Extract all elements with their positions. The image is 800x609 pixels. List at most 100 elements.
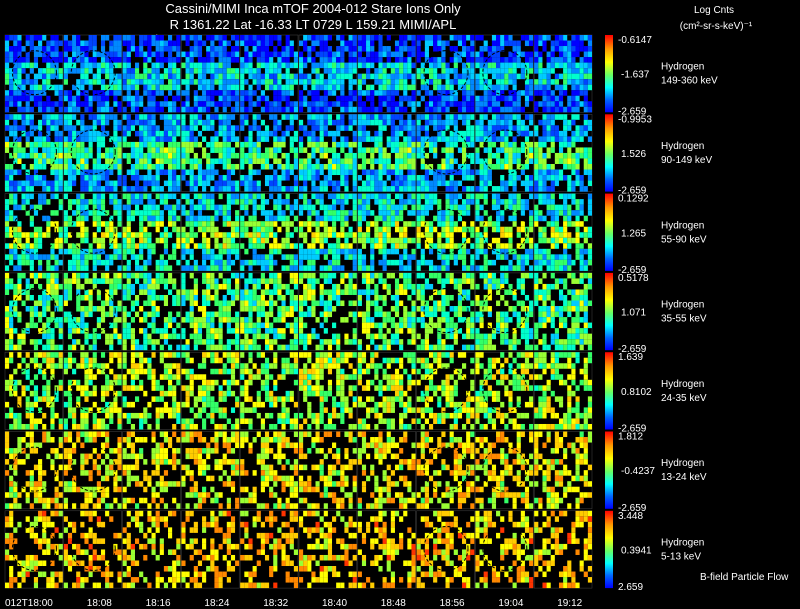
heatmap-cell xyxy=(58,141,63,148)
heatmap-cell xyxy=(457,51,463,58)
heatmap-cell xyxy=(323,248,328,255)
heatmap-cell xyxy=(538,79,543,85)
heatmap-cell xyxy=(17,344,22,351)
heatmap-cell xyxy=(483,57,488,63)
heatmap-cell xyxy=(88,294,93,301)
heatmap-cell xyxy=(366,210,371,216)
heatmap-cell xyxy=(378,180,383,187)
heatmap-cell xyxy=(193,186,198,192)
heatmap-cell xyxy=(226,95,231,102)
heatmap-cell xyxy=(80,328,85,334)
heatmap-cell xyxy=(370,51,375,58)
heatmap-cell xyxy=(163,40,169,47)
heatmap-cell xyxy=(25,35,30,41)
heatmap-cell xyxy=(281,130,286,137)
heatmap-cell xyxy=(542,175,547,181)
heatmap-cell xyxy=(273,84,278,91)
heatmap-cell xyxy=(470,186,475,192)
heatmap-cell xyxy=(479,119,484,126)
heatmap-cell xyxy=(50,147,55,153)
heatmap-cell xyxy=(512,68,517,74)
heatmap-cell xyxy=(126,57,131,63)
heatmap-cell xyxy=(307,73,312,80)
heatmap-cell xyxy=(453,186,458,192)
heatmap-cell xyxy=(449,237,454,244)
heatmap-cell xyxy=(46,125,51,131)
heatmap-cell xyxy=(25,51,30,58)
heatmap-cell xyxy=(487,119,492,126)
heatmap-cell xyxy=(307,90,312,96)
heatmap-cell xyxy=(483,163,488,170)
heatmap-cell xyxy=(441,57,446,63)
heatmap-cell xyxy=(496,210,501,216)
heatmap-cell xyxy=(370,106,375,113)
heatmap-cell xyxy=(130,272,135,279)
heatmap-cell xyxy=(550,180,555,187)
heatmap-cell xyxy=(273,79,278,85)
heatmap-cell xyxy=(520,237,525,244)
heatmap-cell xyxy=(5,169,10,176)
heatmap-cell xyxy=(311,125,316,131)
heatmap-cell xyxy=(571,199,576,205)
heatmap-cell xyxy=(29,68,34,74)
heatmap-cell xyxy=(483,95,488,102)
heatmap-cell xyxy=(5,278,10,284)
heatmap-cell xyxy=(344,46,349,52)
heatmap-cell xyxy=(307,130,312,137)
heatmap-cell xyxy=(84,254,89,260)
heatmap-cell xyxy=(76,322,81,329)
heatmap-cell xyxy=(475,226,480,233)
heatmap-cell xyxy=(33,254,39,260)
heatmap-cell xyxy=(336,51,341,58)
heatmap-cell xyxy=(76,163,81,170)
heatmap-cell xyxy=(109,344,114,351)
heatmap-cell xyxy=(311,237,316,244)
heatmap-cell xyxy=(457,226,463,233)
heatmap-cell xyxy=(147,300,152,307)
heatmap-cell xyxy=(399,62,404,69)
heatmap-cell xyxy=(332,259,337,266)
heatmap-cell xyxy=(466,265,471,271)
heatmap-cell xyxy=(299,210,304,216)
heatmap-cell xyxy=(206,226,211,233)
heatmap-cell xyxy=(42,152,47,159)
heatmap-cell xyxy=(534,101,539,107)
heatmap-cell xyxy=(134,51,140,58)
heatmap-cell xyxy=(151,84,156,91)
heatmap-cell xyxy=(235,95,240,102)
heatmap-cell xyxy=(281,136,286,142)
heatmap-cell xyxy=(366,62,371,69)
heatmap-cell xyxy=(17,265,22,271)
colorbar-min: -2.659 xyxy=(618,186,647,197)
heatmap-cell xyxy=(185,90,190,96)
heatmap-cell xyxy=(285,175,290,181)
heatmap-cell xyxy=(117,300,122,307)
heatmap-cell xyxy=(126,272,131,279)
heatmap-cell xyxy=(563,199,568,205)
heatmap-cell xyxy=(386,73,391,80)
heatmap-cell xyxy=(67,311,73,318)
heatmap-cell xyxy=(80,169,85,176)
heatmap-cell xyxy=(226,62,231,69)
heatmap-cell xyxy=(21,125,26,131)
heatmap-cell xyxy=(512,204,517,211)
heatmap-cell xyxy=(264,35,270,41)
heatmap-cell xyxy=(587,175,592,181)
heatmap-cell xyxy=(462,130,467,137)
heatmap-cell xyxy=(390,199,395,205)
heatmap-cell xyxy=(147,204,152,211)
heatmap-cell xyxy=(222,147,227,153)
heatmap-cell xyxy=(361,114,367,120)
heatmap-cell xyxy=(542,119,547,126)
heatmap-cell xyxy=(92,90,97,96)
heatmap-cell xyxy=(437,57,442,63)
heatmap-cell xyxy=(50,289,55,295)
heatmap-cell xyxy=(336,62,341,69)
heatmap-cell xyxy=(80,232,85,238)
heatmap-cell xyxy=(315,193,320,200)
heatmap-cell xyxy=(462,237,467,244)
heatmap-cell xyxy=(583,106,588,113)
heatmap-cell xyxy=(470,136,475,142)
heatmap-cell xyxy=(554,210,559,216)
heatmap-cell xyxy=(42,141,47,148)
